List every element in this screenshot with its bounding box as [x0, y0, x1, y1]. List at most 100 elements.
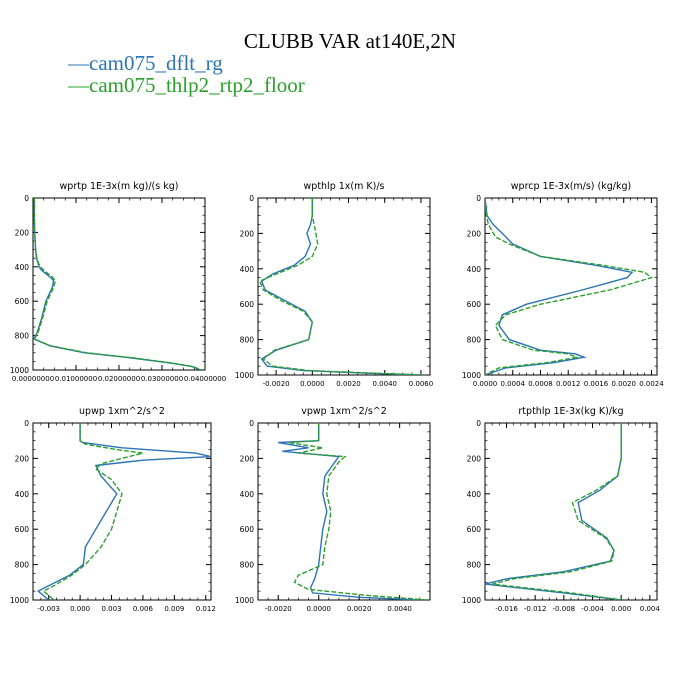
- x-tick-label: -0.016: [495, 605, 518, 613]
- x-tick-label: 0.012: [196, 605, 216, 613]
- x-tick-label: 0.0016: [584, 380, 609, 388]
- x-tick-label: 0.009: [164, 605, 184, 613]
- subplot-title: wpthlp 1x(m K)/s: [304, 181, 385, 192]
- series-line: [260, 198, 421, 375]
- series-line: [36, 423, 211, 600]
- x-tick-label: 0.0040: [372, 380, 397, 388]
- x-tick-label: 0.0020: [611, 380, 636, 388]
- y-tick-label: 1000: [235, 371, 254, 380]
- subplot: wprtp 1E-3x(m kg)/(s kg) 0 200 400 600 800 100…: [10, 181, 226, 383]
- x-tick-label: 0.0000: [473, 380, 498, 388]
- y-tick-label: 400: [467, 265, 482, 274]
- y-tick-label: 200: [467, 454, 482, 463]
- y-tick-label: 400: [15, 263, 30, 272]
- series-line: [278, 423, 420, 600]
- series-line: [33, 198, 202, 370]
- y-tick-label: 800: [240, 336, 255, 345]
- x-tick-label: 0.0020: [336, 380, 361, 388]
- legend-entry: — cam075_thlp2_rtp2_floor: [68, 73, 305, 98]
- y-tick-label: 200: [15, 228, 30, 237]
- plot-frame: [32, 197, 206, 371]
- subplot: wpthlp 1x(m K)/s 0 200 400 600 800 1000 -0.0020…: [235, 181, 433, 388]
- x-tick-label: 0.0000: [300, 380, 325, 388]
- x-tick-label: 0.0020: [347, 605, 372, 613]
- subplot-title: upwp 1xm^2/s^2: [79, 406, 165, 417]
- x-tick-label: 0.0024: [639, 380, 664, 388]
- subplot-title: rtpthlp 1E-3x(kg K)/kg: [518, 406, 623, 417]
- y-tick-label: 1000: [10, 366, 29, 375]
- x-tick-label: 0.0012: [556, 380, 581, 388]
- y-tick-label: 600: [240, 525, 255, 534]
- y-tick-label: 1000: [235, 596, 254, 605]
- y-tick-label: 800: [467, 336, 482, 345]
- x-tick-label: 0.0040: [387, 605, 412, 613]
- y-tick-label: 200: [467, 229, 482, 238]
- y-tick-label: 1000: [462, 371, 481, 380]
- subplot-title: wprcp 1E-3x(m/s) (kg/kg): [511, 181, 631, 192]
- x-tick-label: -0.0020: [265, 605, 292, 613]
- x-tick-label: 0.03000000: [141, 375, 183, 383]
- x-tick-label: -0.004: [581, 605, 604, 613]
- y-tick-label: 600: [240, 300, 255, 309]
- y-tick-label: 1000: [462, 596, 481, 605]
- y-tick-label: 600: [15, 525, 30, 534]
- y-tick-label: 400: [467, 490, 482, 499]
- y-tick-label: 0: [249, 419, 254, 428]
- series-line: [485, 198, 634, 375]
- y-tick-label: 0: [24, 419, 29, 428]
- x-tick-label: 0.000: [70, 605, 90, 613]
- y-tick-label: 400: [15, 490, 30, 499]
- series-line: [33, 198, 201, 370]
- y-tick-label: 400: [240, 265, 255, 274]
- legend-swatch: —: [68, 51, 89, 75]
- y-tick-label: 0: [249, 194, 254, 203]
- x-tick-label: 0.04000000: [184, 375, 226, 383]
- x-tick-label: 0.006: [133, 605, 154, 613]
- y-tick-label: 0: [476, 419, 481, 428]
- y-tick-label: 600: [467, 300, 482, 309]
- x-tick-label: -0.012: [524, 605, 547, 613]
- y-tick-label: 0: [24, 194, 29, 203]
- subplot-title: vpwp 1xm^2/s^2: [301, 406, 387, 417]
- plot-frame: [257, 197, 431, 376]
- x-tick-label: 0.02000000: [98, 375, 140, 383]
- plot-frame: [484, 422, 658, 601]
- plot-frame: [32, 422, 212, 601]
- series-line: [485, 198, 654, 375]
- x-tick-label: 0.0008: [528, 380, 553, 388]
- y-tick-label: 800: [15, 332, 30, 341]
- chart-title: CLUBB VAR at140E,2N: [243, 29, 457, 53]
- legend-entry: — cam075_dflt_rg: [68, 51, 223, 76]
- plot-frame: [257, 422, 431, 601]
- legend-label: cam075_thlp2_rtp2_floor: [89, 73, 305, 97]
- x-tick-label: 0.000: [611, 605, 631, 613]
- y-tick-label: 200: [15, 454, 30, 463]
- y-tick-label: 800: [240, 561, 255, 570]
- plot-frame: [484, 197, 658, 376]
- x-tick-label: -0.008: [553, 605, 576, 613]
- x-tick-label: -0.003: [37, 605, 60, 613]
- series-line: [42, 423, 144, 600]
- y-tick-label: 0: [476, 194, 481, 203]
- x-tick-label: 0.0004: [500, 380, 525, 388]
- x-tick-label: 0.0000: [306, 605, 331, 613]
- subplot: wprcp 1E-3x(m/s) (kg/kg) 0 200 400 600 800 100…: [462, 181, 664, 388]
- series-line: [492, 423, 622, 600]
- legend-swatch: —: [68, 73, 89, 97]
- x-tick-label: 0.0060: [409, 380, 434, 388]
- x-tick-label: 0.004: [640, 605, 661, 613]
- y-tick-label: 1000: [10, 596, 29, 605]
- series-line: [288, 423, 429, 600]
- subplot-title: wprtp 1E-3x(m kg)/(s kg): [60, 181, 179, 192]
- x-tick-label: 0.003: [102, 605, 122, 613]
- x-tick-label: -0.0020: [263, 380, 290, 388]
- y-tick-label: 600: [467, 525, 482, 534]
- subplot: vpwp 1xm^2/s^2 0 200 400 600 800 1000 -0.0020 0.…: [235, 406, 431, 613]
- subplot: upwp 1xm^2/s^2 0 200 400 600 800 1000 -0.003 0.0…: [10, 406, 216, 613]
- series-line: [485, 423, 622, 600]
- y-tick-label: 600: [15, 297, 30, 306]
- y-tick-label: 800: [467, 561, 482, 570]
- y-tick-label: 200: [240, 454, 255, 463]
- x-tick-label: 0.01000000: [55, 375, 97, 383]
